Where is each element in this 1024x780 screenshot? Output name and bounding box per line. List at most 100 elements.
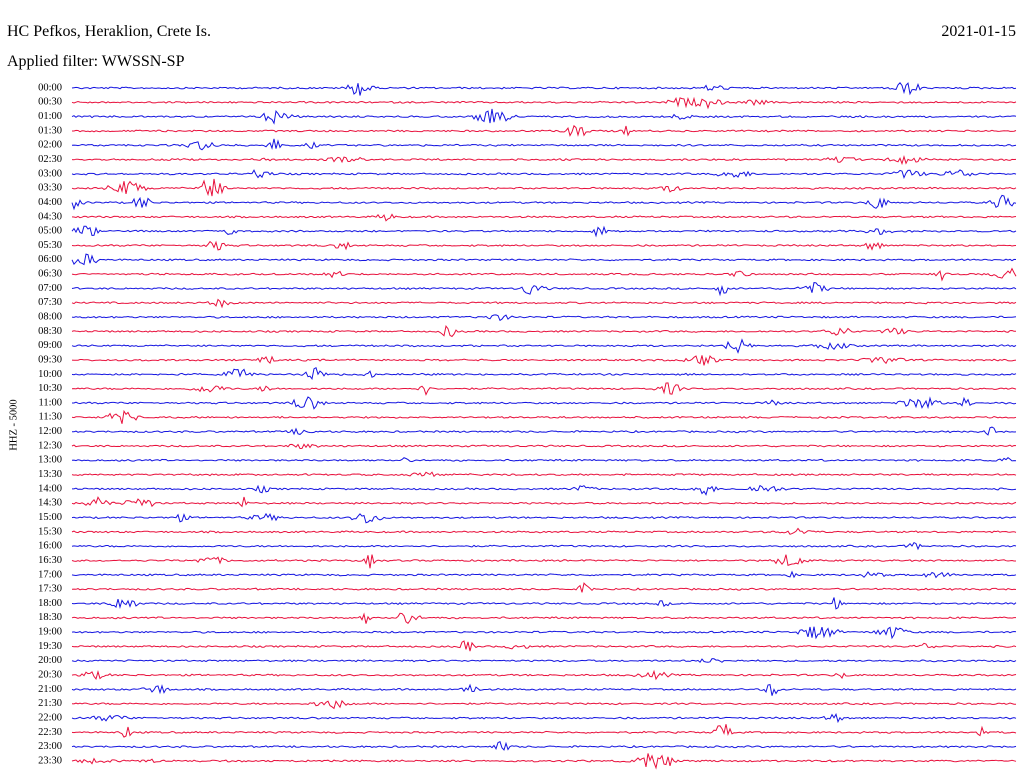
- trace: [71, 194, 1017, 211]
- trace: [71, 253, 1017, 266]
- time-label: 14:00: [38, 483, 62, 494]
- time-label: 05:30: [38, 240, 62, 251]
- time-label: 08:30: [38, 326, 62, 337]
- time-label: 12:30: [38, 440, 62, 451]
- time-label: 19:00: [38, 627, 62, 638]
- time-label: 02:30: [38, 154, 62, 165]
- time-label: 07:30: [38, 297, 62, 308]
- time-label: 17:30: [38, 584, 62, 595]
- time-label: 10:00: [38, 369, 62, 380]
- trace: [71, 753, 1017, 770]
- time-label: 09:30: [38, 354, 62, 365]
- trace: [71, 225, 1017, 238]
- time-label: 23:30: [38, 755, 62, 766]
- trace: [72, 124, 1017, 137]
- time-label: 07:00: [38, 283, 62, 294]
- axis-label: HHZ - 5000: [8, 399, 19, 450]
- time-label: 21:00: [38, 684, 62, 695]
- time-label: 10:30: [38, 383, 62, 394]
- time-label: 22:30: [38, 727, 62, 738]
- trace: [72, 396, 1017, 410]
- trace: [71, 612, 1016, 625]
- trace: [71, 713, 1017, 724]
- trace: [71, 382, 1017, 396]
- time-label: 18:00: [38, 598, 62, 609]
- trace: [71, 240, 1017, 251]
- time-label: 09:00: [38, 340, 62, 351]
- trace: [71, 699, 1016, 710]
- trace: [71, 527, 1017, 535]
- trace: [71, 366, 1017, 380]
- time-label: 13:00: [38, 455, 62, 466]
- trace: [71, 582, 1017, 593]
- trace: [71, 355, 1017, 366]
- trace: [71, 597, 1017, 610]
- time-label: 01:00: [38, 111, 62, 122]
- trace: [71, 338, 1017, 354]
- time-label: 16:30: [38, 555, 62, 566]
- time-label: 02:00: [38, 140, 62, 151]
- time-label: 03:00: [38, 168, 62, 179]
- trace: [71, 169, 1017, 180]
- trace: [71, 314, 1017, 322]
- trace: [71, 471, 1017, 478]
- trace: [71, 178, 1017, 197]
- time-label: 18:30: [38, 612, 62, 623]
- filter-label: Applied filter: WWSSN-SP: [7, 53, 185, 70]
- trace: [71, 213, 1017, 222]
- time-label: 08:00: [38, 312, 62, 323]
- time-label: 21:30: [38, 698, 62, 709]
- trace: [71, 138, 1017, 151]
- trace: [71, 409, 1017, 424]
- time-label: 20:00: [38, 655, 62, 666]
- trace: [71, 298, 1017, 309]
- trace: [71, 541, 1017, 551]
- time-label: 16:00: [38, 541, 62, 552]
- station-title: HC Pefkos, Heraklion, Crete Is.: [7, 23, 211, 40]
- trace: [71, 154, 1017, 166]
- trace: [71, 683, 1017, 696]
- trace: [71, 443, 1017, 450]
- trace: [71, 282, 1017, 297]
- trace: [71, 426, 1017, 436]
- time-label: 06:00: [38, 254, 62, 265]
- time-label: 11:30: [38, 412, 62, 423]
- time-label: 01:30: [38, 125, 62, 136]
- time-label: 04:30: [38, 211, 62, 222]
- trace: [71, 724, 1017, 738]
- time-label: 14:30: [38, 498, 62, 509]
- time-label: 12:00: [38, 426, 62, 437]
- trace: [71, 669, 1017, 681]
- trace: [71, 96, 1017, 110]
- trace: [71, 512, 1017, 524]
- trace: [71, 325, 1016, 338]
- trace: [72, 484, 1017, 496]
- time-label: 17:00: [38, 569, 62, 580]
- time-label: 13:30: [38, 469, 62, 480]
- time-label: 06:30: [38, 269, 62, 280]
- time-label: 15:30: [38, 526, 62, 537]
- rows: 00:00 00:30 01:00 01:30 02:00 02:30 03:00 03:30…: [38, 82, 1017, 770]
- time-label: 19:30: [38, 641, 62, 652]
- time-label: 23:00: [38, 741, 62, 752]
- trace: [71, 457, 1017, 463]
- time-label: 15:00: [38, 512, 62, 523]
- time-label: 11:00: [38, 397, 62, 408]
- time-label: 22:00: [38, 712, 62, 723]
- time-label: 04:00: [38, 197, 62, 208]
- trace: [71, 554, 1016, 569]
- time-label: 05:00: [38, 226, 62, 237]
- time-label: 20:30: [38, 669, 62, 680]
- time-label: 03:30: [38, 183, 62, 194]
- trace: [71, 640, 1017, 652]
- trace: [71, 570, 1017, 579]
- time-label: 00:00: [38, 82, 62, 93]
- trace: [71, 626, 1017, 640]
- trace: [71, 267, 1017, 282]
- trace: [71, 658, 1017, 663]
- time-label: 00:30: [38, 97, 62, 108]
- trace: [71, 108, 1017, 125]
- date: 2021-01-15: [941, 23, 1016, 40]
